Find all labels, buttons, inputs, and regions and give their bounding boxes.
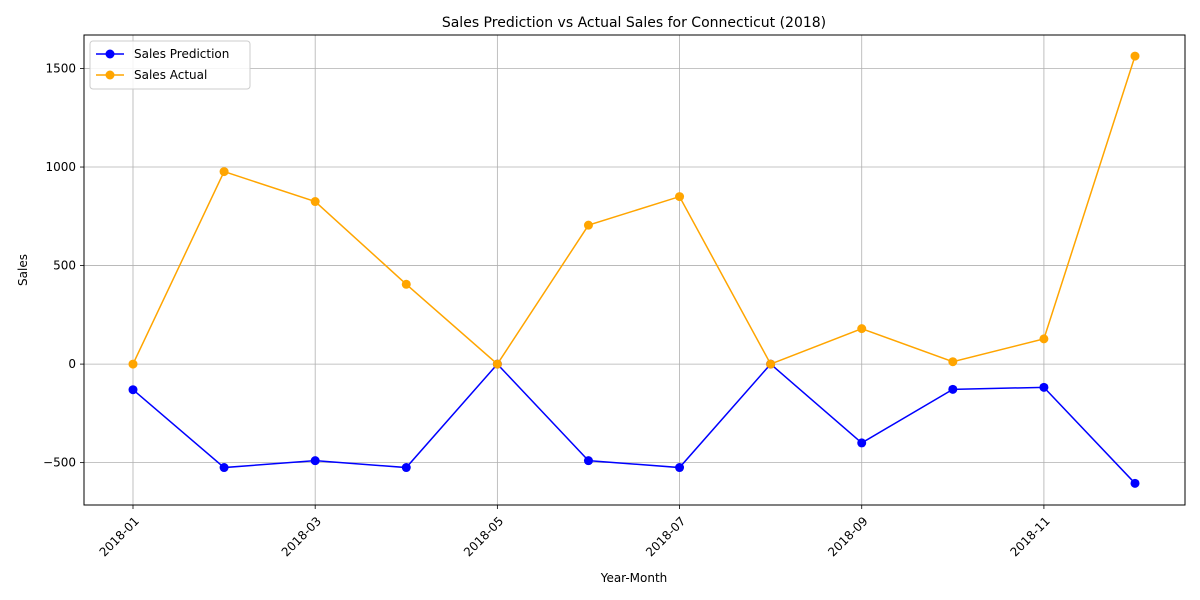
sales-actual-point	[766, 359, 776, 369]
sales-actual-point	[675, 192, 685, 202]
sales-actual-point	[492, 359, 502, 369]
chart-title: Sales Prediction vs Actual Sales for Con…	[442, 15, 826, 31]
legend: Sales Prediction Sales Actual	[89, 40, 251, 90]
y-tick-label: 0	[68, 357, 76, 371]
sales-prediction-point	[1039, 382, 1049, 392]
y-axis-label: Sales	[16, 254, 30, 286]
sales-actual-point	[128, 359, 138, 369]
legend-label-actual: Sales Actual	[134, 68, 207, 82]
y-axis-ticks: −500 0 500 1000 1500	[43, 62, 84, 470]
sales-prediction-point	[219, 463, 229, 473]
sales-prediction-point	[128, 385, 138, 395]
sales-prediction-point	[583, 456, 593, 466]
grid-lines	[84, 35, 1185, 505]
legend-label-prediction: Sales Prediction	[134, 47, 229, 61]
x-tick-label: 2018-05	[461, 514, 506, 559]
sales-actual-point	[310, 197, 320, 207]
sales-prediction-point	[857, 438, 867, 448]
sales-actual-point	[401, 279, 411, 289]
y-tick-label: 500	[53, 259, 76, 273]
sales-prediction-point	[310, 456, 320, 466]
legend-frame	[89, 40, 251, 90]
legend-marker-actual	[105, 70, 115, 80]
y-tick-label: −500	[43, 456, 76, 470]
sales-prediction-point	[675, 463, 685, 473]
sales-prediction-point	[948, 384, 958, 394]
x-tick-label: 2018-07	[643, 514, 688, 559]
series-group	[128, 51, 1140, 488]
sales-actual-point	[1130, 51, 1140, 61]
sales-prediction-point	[1130, 478, 1140, 488]
x-tick-label: 2018-03	[279, 514, 324, 559]
sales-actual-point	[583, 220, 593, 230]
sales-actual-point	[219, 167, 229, 177]
sales-actual-point	[948, 357, 958, 367]
sales-prediction-point	[401, 463, 411, 473]
legend-marker-prediction	[105, 49, 115, 59]
sales-actual-point	[857, 324, 867, 334]
x-axis-label: Year-Month	[600, 571, 668, 585]
plot-area-frame	[83, 34, 1186, 506]
y-tick-label: 1000	[45, 160, 76, 174]
x-tick-label: 2018-11	[1007, 514, 1052, 559]
sales-actual-point	[1039, 334, 1049, 344]
x-tick-label: 2018-09	[825, 514, 870, 559]
sales-actual-line	[132, 55, 1136, 366]
x-tick-label: 2018-01	[97, 514, 142, 559]
sales-prediction-line	[132, 362, 1136, 484]
x-axis-ticks: 2018-01 2018-03 2018-05 2018-07 2018-09 2018-…	[97, 505, 1053, 559]
y-tick-label: 1500	[45, 62, 76, 76]
